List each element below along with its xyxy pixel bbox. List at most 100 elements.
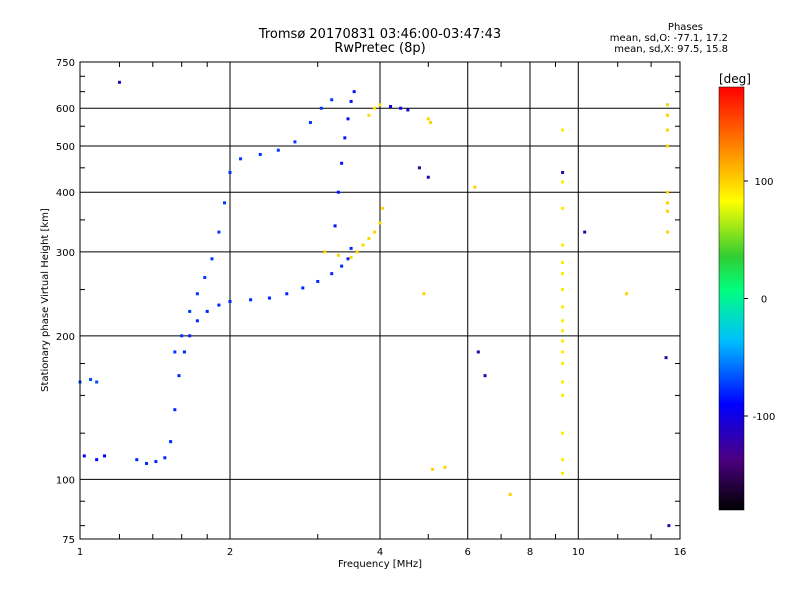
echo-point: [561, 243, 565, 247]
echo-point: [373, 230, 377, 234]
y-tick-label: 400: [56, 188, 75, 199]
echo-traces: [78, 80, 671, 528]
echo-point: [182, 350, 186, 354]
echo-point: [249, 298, 253, 302]
echo-point: [428, 121, 432, 125]
echo-point: [665, 190, 669, 194]
echo-point: [117, 80, 121, 84]
echo-point: [89, 377, 93, 381]
echo-point: [367, 113, 371, 117]
echo-point: [82, 454, 86, 458]
echo-point: [95, 380, 99, 384]
y-tick-label: 750: [56, 58, 75, 69]
echo-point: [561, 431, 565, 435]
echo-point: [293, 140, 297, 144]
echo-point: [103, 454, 107, 458]
echo-point: [443, 465, 447, 469]
echo-point: [665, 128, 669, 132]
echo-point: [373, 106, 377, 110]
echo-point: [561, 339, 565, 343]
echo-point: [223, 201, 227, 205]
echo-point: [319, 106, 323, 110]
echo-point: [355, 250, 359, 254]
echo-point: [323, 250, 327, 254]
colorbar-unit: [deg]: [719, 72, 751, 86]
echo-point: [173, 408, 177, 412]
echo-point: [316, 279, 320, 283]
echo-point: [378, 103, 382, 107]
axis-ticks: 1 2 4 6 8 10 16 75 100 200 300 400 500 600 750: [56, 58, 686, 558]
echo-point: [330, 272, 334, 276]
echo-point: [422, 292, 426, 296]
echo-point: [177, 374, 181, 378]
y-axis-label: Stationary phase Virtual Height [km]: [40, 208, 51, 392]
echo-point: [95, 458, 99, 462]
echo-point: [561, 272, 565, 276]
echo-point: [483, 374, 487, 378]
echo-point: [665, 113, 669, 117]
phase-stats-title: Phases: [667, 22, 703, 33]
x-axis-label: Frequency [MHz]: [338, 559, 422, 570]
echo-point: [561, 471, 565, 475]
y-tick-label: 75: [62, 535, 75, 546]
x-tick-label: 16: [674, 547, 687, 558]
echo-point: [665, 209, 669, 213]
echo-point: [426, 117, 430, 121]
echo-point: [665, 103, 669, 107]
echo-point: [333, 224, 337, 228]
echo-point: [561, 170, 565, 174]
echo-point: [285, 292, 289, 296]
echo-point: [336, 253, 340, 257]
echo-point: [228, 300, 232, 304]
echo-point: [180, 334, 184, 338]
y-tick-label: 500: [56, 142, 75, 153]
x-tick-label: 4: [377, 547, 383, 558]
echo-point: [145, 461, 149, 465]
echo-point: [343, 136, 347, 140]
echo-point: [340, 161, 344, 165]
echo-point: [173, 350, 177, 354]
echo-point: [239, 157, 243, 161]
echo-point: [195, 292, 199, 296]
echo-point: [336, 190, 340, 194]
echo-point: [301, 286, 305, 290]
echo-point: [349, 99, 353, 103]
echo-point: [267, 296, 271, 300]
x-tick-label: 6: [465, 547, 471, 558]
plot-frame: [79, 61, 681, 540]
colorbar-tick-label: 100: [754, 177, 773, 188]
y-tick-label: 200: [56, 332, 75, 343]
echo-point: [473, 185, 477, 189]
echo-point: [228, 170, 232, 174]
echo-point: [664, 356, 668, 360]
echo-point: [625, 292, 629, 296]
echo-point: [169, 440, 173, 444]
echo-point: [346, 257, 350, 261]
echo-point: [476, 350, 480, 354]
y-tick-label: 100: [56, 475, 75, 486]
echo-point: [561, 361, 565, 365]
colorbar-tick-label: 0: [761, 295, 767, 306]
echo-point: [154, 460, 158, 464]
echo-point: [561, 206, 565, 210]
phase-stats-x: mean, sd,X: 97.5, 15.8: [614, 44, 728, 55]
colorbar: [718, 86, 745, 511]
echo-point: [561, 305, 565, 309]
echo-point: [210, 257, 214, 261]
y-tick-label: 600: [56, 104, 75, 115]
echo-point: [431, 467, 435, 471]
echo-point: [349, 246, 353, 250]
x-tick-label: 1: [77, 547, 83, 558]
echo-point: [561, 288, 565, 292]
echo-point: [508, 492, 512, 496]
echo-point: [561, 380, 565, 384]
echo-point: [561, 458, 565, 462]
echo-point: [389, 105, 393, 109]
echo-point: [561, 180, 565, 184]
echo-point: [583, 230, 587, 234]
phase-stats-o: mean, sd,O: -77.1, 17.2: [609, 33, 728, 44]
echo-point: [346, 117, 350, 121]
echo-point: [378, 221, 382, 225]
phase-statistics: Phases mean, sd,O: -77.1, 17.2 mean, sd,…: [610, 22, 728, 55]
